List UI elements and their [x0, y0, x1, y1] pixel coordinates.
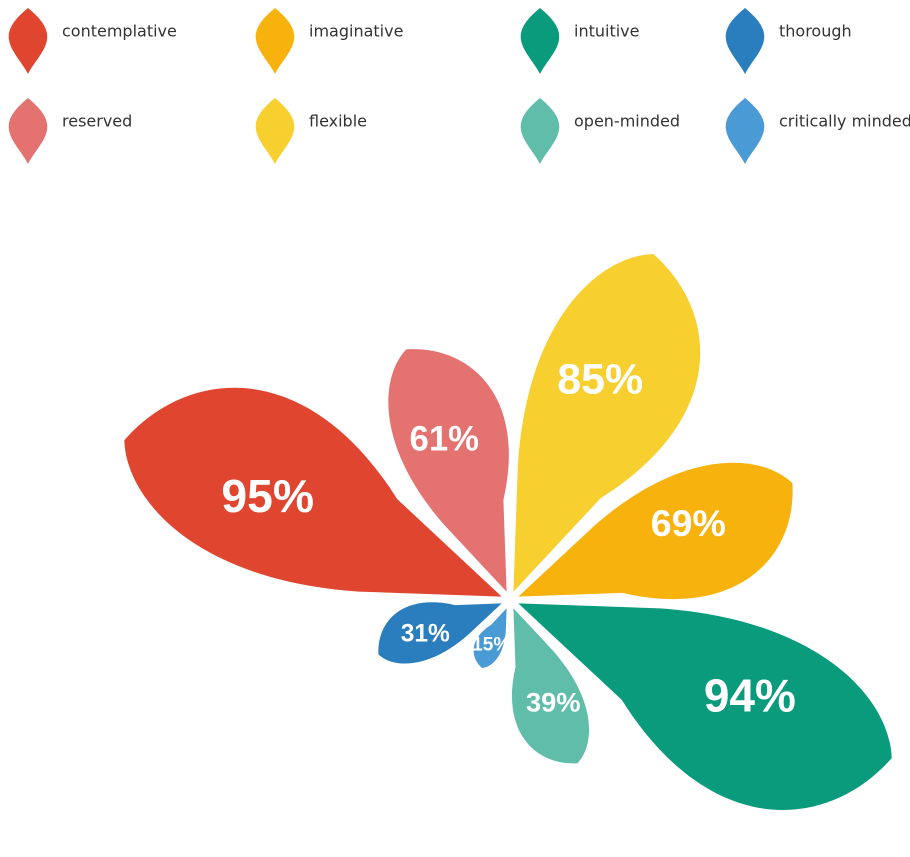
- value-label: 15%: [472, 634, 510, 655]
- legend-label: flexible: [309, 112, 367, 131]
- legend-label: imaginative: [309, 22, 403, 41]
- legend-icon: [8, 98, 48, 164]
- petal: [513, 254, 701, 592]
- petal: [124, 387, 502, 597]
- legend-label: intuitive: [574, 22, 639, 41]
- value-label: 85%: [557, 356, 643, 404]
- value-label: 94%: [704, 669, 796, 721]
- value-label: 95%: [221, 470, 314, 522]
- legend-label: reserved: [62, 112, 132, 131]
- legend-icon: [255, 98, 295, 164]
- value-label: 39%: [526, 687, 581, 718]
- legend-icon: [725, 8, 765, 74]
- petal: [518, 462, 793, 600]
- legend-icon: [8, 8, 48, 74]
- petal: [388, 349, 509, 592]
- legend-icon: [255, 8, 295, 74]
- legend-label: open-minded: [574, 112, 680, 131]
- petal: [511, 608, 590, 764]
- legend-label: critically minded: [779, 112, 910, 131]
- legend-label: thorough: [779, 22, 852, 41]
- legend-icon: [725, 98, 765, 164]
- legend-icon: [520, 98, 560, 164]
- value-label: 69%: [651, 502, 726, 544]
- value-label: 31%: [401, 621, 450, 648]
- petal: [378, 602, 502, 664]
- legend-label: contemplative: [62, 22, 177, 41]
- legend-icon: [520, 8, 560, 74]
- petal: [518, 603, 892, 811]
- petal: [473, 608, 507, 668]
- value-label: 61%: [410, 421, 480, 459]
